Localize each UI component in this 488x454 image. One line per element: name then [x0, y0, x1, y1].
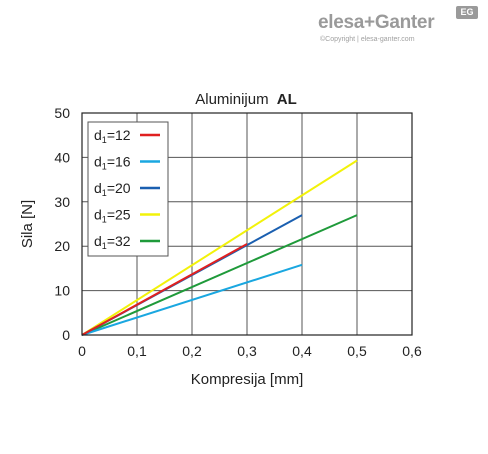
x-tick-label: 0,1: [127, 343, 147, 359]
y-tick-label: 40: [54, 149, 70, 165]
series-line-d1-12: [81, 243, 248, 336]
chart-title-bold: AL: [277, 91, 297, 108]
chart-title-main: Aluminijum: [195, 91, 268, 108]
x-tick-label: 0: [78, 343, 86, 359]
chart-series-group: [81, 159, 358, 336]
y-tick-label: 50: [54, 105, 70, 121]
plot-area-border: [81, 112, 413, 336]
brand-logo: elesa+Ganter EG ©Copyright | elesa-gante…: [318, 6, 478, 56]
y-tick-label: 20: [54, 238, 70, 254]
brand-badge: EG: [456, 6, 478, 19]
y-tick-label: 0: [62, 327, 70, 343]
y-tick-label: 30: [54, 194, 70, 210]
x-tick-label: 0,2: [182, 343, 202, 359]
x-tick-label: 0,4: [292, 343, 312, 359]
x-tick-label: 0,3: [237, 343, 257, 359]
legend-label: d1=20: [94, 180, 131, 198]
x-tick-label: 0,6: [402, 343, 422, 359]
legend-label: d1=16: [94, 154, 131, 172]
chart-title: Aluminijum AL: [195, 91, 297, 108]
legend-label: d1=12: [94, 127, 131, 145]
legend-label: d1=25: [94, 207, 131, 225]
brand-copyright: ©Copyright | elesa-ganter.com: [320, 36, 415, 43]
chart-legend: d1=12 d1=16 d1=20 d1=25 d1=32: [87, 121, 169, 257]
y-tick-label: 10: [54, 283, 70, 299]
series-line-d1-32: [81, 214, 358, 336]
x-axis-label: Kompresija [mm]: [191, 371, 304, 388]
brand-name: elesa+Ganter: [318, 12, 435, 33]
series-line-d1-25: [81, 159, 358, 336]
series-line-d1-16: [81, 263, 303, 336]
legend-label: d1=32: [94, 233, 131, 251]
y-tick-labels: 0 10 20 30 40 50: [54, 105, 70, 343]
x-tick-labels: 0 0,1 0,2 0,3 0,4 0,5 0,6: [78, 343, 422, 359]
x-tick-label: 0,5: [347, 343, 367, 359]
y-axis-label: Sila [N]: [19, 200, 36, 248]
